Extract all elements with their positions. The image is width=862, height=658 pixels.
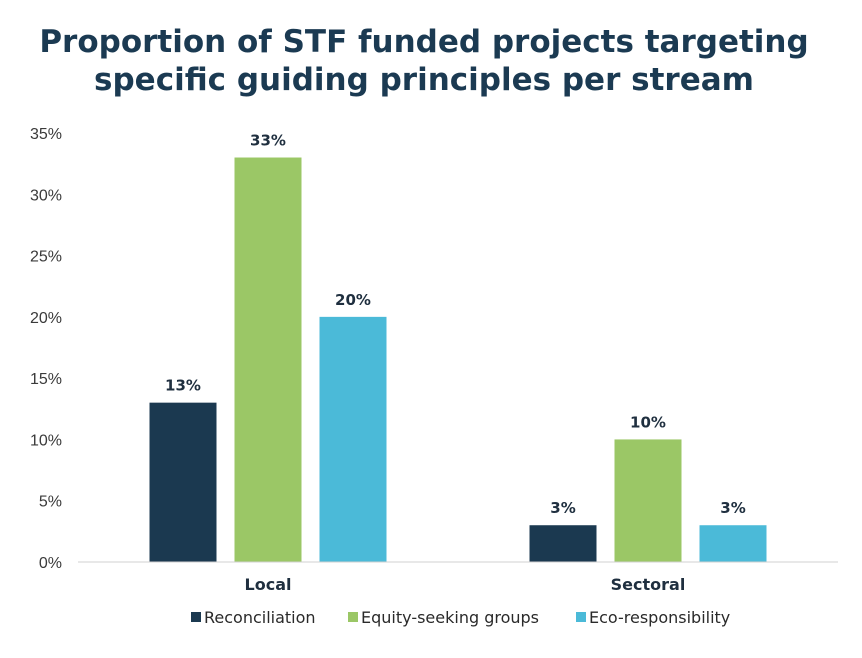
x-category-label: Sectoral: [611, 575, 686, 594]
bar: [319, 316, 387, 562]
y-tick-label: 20%: [30, 310, 62, 327]
x-axis: Local Sectoral: [245, 575, 686, 594]
legend-swatch: [348, 612, 358, 622]
y-tick-label: 25%: [30, 249, 62, 266]
data-label: 3%: [550, 499, 575, 517]
bars: 13% 33% 20% 3% 10% 3%: [149, 132, 767, 562]
legend-label: Equity-seeking groups: [361, 608, 539, 627]
y-tick-label: 0%: [39, 555, 62, 572]
y-tick-label: 30%: [30, 187, 62, 204]
legend: Reconciliation Equity-seeking groups Eco-r…: [191, 608, 730, 627]
data-label: 20%: [335, 291, 371, 309]
x-category-label: Local: [245, 575, 292, 594]
legend-label: Reconciliation: [204, 608, 316, 627]
legend-swatch: [576, 612, 586, 622]
bar: [149, 402, 217, 562]
legend-swatch: [191, 612, 201, 622]
data-label: 3%: [720, 499, 745, 517]
chart-title-line-1: Proportion of STF funded projects target…: [39, 24, 808, 60]
bar: [699, 525, 767, 562]
y-tick-label: 10%: [30, 432, 62, 449]
data-label: 33%: [250, 132, 286, 150]
data-label: 13%: [165, 377, 201, 395]
data-label: 10%: [630, 413, 666, 431]
bar: [234, 157, 302, 562]
legend-label: Eco-responsibility: [589, 608, 730, 627]
chart-title-line-2: specific guiding principles per stream: [94, 62, 754, 98]
chart-title: Proportion of STF funded projects target…: [39, 24, 808, 98]
y-axis: 0% 5% 10% 15% 20% 25% 30% 35%: [30, 126, 62, 572]
y-tick-label: 35%: [30, 126, 62, 143]
bar: [529, 525, 597, 562]
y-tick-label: 5%: [39, 494, 62, 511]
bar: [614, 439, 682, 562]
y-tick-label: 15%: [30, 371, 62, 388]
